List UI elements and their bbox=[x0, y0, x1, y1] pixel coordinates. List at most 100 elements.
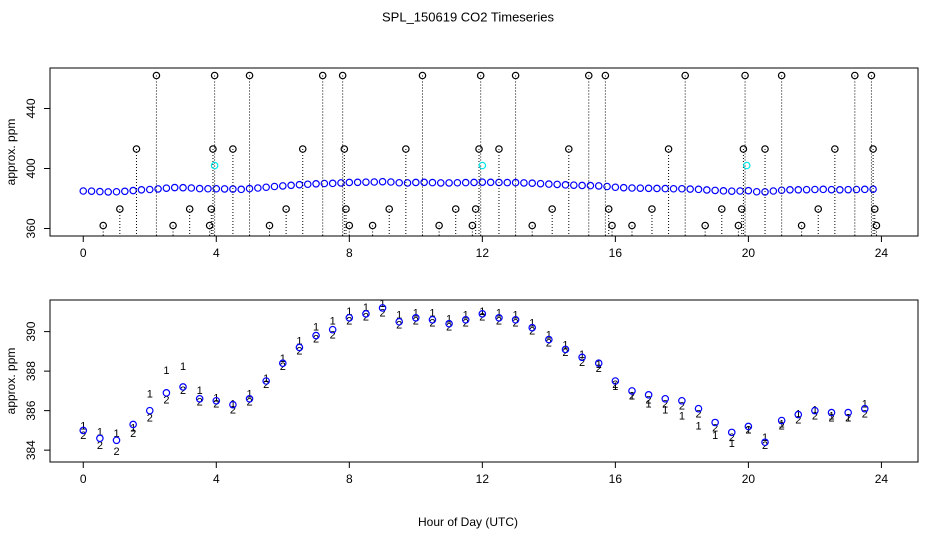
point bbox=[345, 221, 354, 230]
plot-frame bbox=[49, 299, 919, 463]
point bbox=[819, 185, 828, 194]
point: 2 bbox=[828, 412, 834, 424]
point bbox=[96, 187, 104, 196]
point bbox=[179, 183, 187, 192]
point bbox=[478, 178, 487, 186]
point bbox=[678, 396, 686, 405]
point bbox=[661, 394, 670, 403]
point bbox=[210, 71, 219, 80]
point: 2 bbox=[80, 430, 86, 442]
point bbox=[104, 188, 112, 196]
point: 1 bbox=[429, 308, 435, 320]
point: 2 bbox=[795, 414, 801, 426]
point bbox=[312, 331, 320, 340]
point bbox=[644, 391, 653, 399]
point bbox=[451, 205, 460, 213]
y-tick-label: 388 bbox=[24, 361, 38, 381]
point: 1 bbox=[230, 399, 236, 411]
x-tick-label: 0 bbox=[80, 472, 87, 486]
point: 2 bbox=[346, 316, 352, 328]
point bbox=[739, 145, 748, 153]
point bbox=[578, 353, 586, 362]
point bbox=[145, 185, 154, 194]
point bbox=[528, 179, 537, 188]
point: 2 bbox=[729, 432, 735, 444]
x-tick-label: 12 bbox=[476, 246, 490, 260]
point bbox=[852, 185, 861, 194]
point: 2 bbox=[147, 412, 153, 424]
point bbox=[528, 221, 537, 230]
point bbox=[436, 179, 445, 187]
point bbox=[719, 187, 728, 195]
point bbox=[337, 179, 345, 187]
point: 2 bbox=[97, 440, 103, 452]
point bbox=[578, 181, 586, 190]
point bbox=[769, 187, 778, 195]
point bbox=[385, 205, 394, 213]
point: 1 bbox=[546, 329, 552, 341]
point bbox=[661, 184, 670, 193]
point bbox=[528, 323, 537, 332]
point: 1 bbox=[828, 410, 834, 422]
point bbox=[420, 178, 428, 187]
point: 1 bbox=[862, 399, 868, 411]
point: 1 bbox=[579, 349, 585, 361]
point: 1 bbox=[695, 420, 701, 432]
point bbox=[594, 359, 603, 368]
point bbox=[636, 184, 645, 192]
x-tick-label: 24 bbox=[875, 246, 889, 260]
point bbox=[811, 406, 819, 415]
point bbox=[727, 187, 736, 195]
point: 1 bbox=[180, 361, 186, 373]
point bbox=[711, 418, 719, 427]
point bbox=[129, 420, 137, 429]
point bbox=[461, 315, 470, 324]
point bbox=[608, 221, 616, 230]
point: 2 bbox=[330, 329, 336, 341]
point bbox=[152, 71, 161, 80]
point bbox=[154, 185, 162, 193]
point bbox=[777, 416, 786, 425]
x-tick-label: 16 bbox=[609, 246, 623, 260]
point: 2 bbox=[429, 318, 435, 330]
point bbox=[378, 304, 387, 312]
point bbox=[701, 221, 709, 230]
point bbox=[794, 186, 803, 194]
plot-frame bbox=[49, 67, 919, 237]
point bbox=[145, 406, 154, 415]
point bbox=[282, 205, 290, 213]
point: 2 bbox=[479, 312, 485, 324]
point bbox=[265, 221, 274, 230]
point bbox=[553, 180, 561, 189]
point: 2 bbox=[562, 347, 568, 359]
point bbox=[368, 221, 377, 230]
point: 2 bbox=[280, 361, 286, 373]
point bbox=[187, 184, 196, 192]
point bbox=[345, 313, 354, 322]
point bbox=[628, 221, 636, 230]
point bbox=[797, 221, 806, 230]
point: 2 bbox=[662, 399, 668, 411]
point: 2 bbox=[629, 391, 635, 403]
point bbox=[412, 313, 420, 322]
point bbox=[678, 184, 686, 193]
point bbox=[478, 310, 487, 318]
point bbox=[669, 184, 678, 193]
point bbox=[470, 178, 478, 187]
point: 2 bbox=[263, 379, 269, 391]
point: 2 bbox=[296, 345, 302, 357]
x-tick-label: 20 bbox=[742, 246, 756, 260]
point: 1 bbox=[513, 310, 519, 322]
point: 2 bbox=[812, 410, 818, 422]
point: 2 bbox=[612, 379, 618, 391]
point bbox=[737, 205, 746, 213]
point: 2 bbox=[213, 399, 219, 411]
point: 1 bbox=[80, 420, 86, 432]
point bbox=[445, 319, 453, 328]
point bbox=[340, 145, 349, 153]
point: 1 bbox=[845, 412, 851, 424]
point bbox=[112, 436, 121, 445]
x-tick-label: 8 bbox=[346, 246, 353, 260]
point bbox=[694, 185, 703, 194]
point bbox=[185, 205, 194, 213]
